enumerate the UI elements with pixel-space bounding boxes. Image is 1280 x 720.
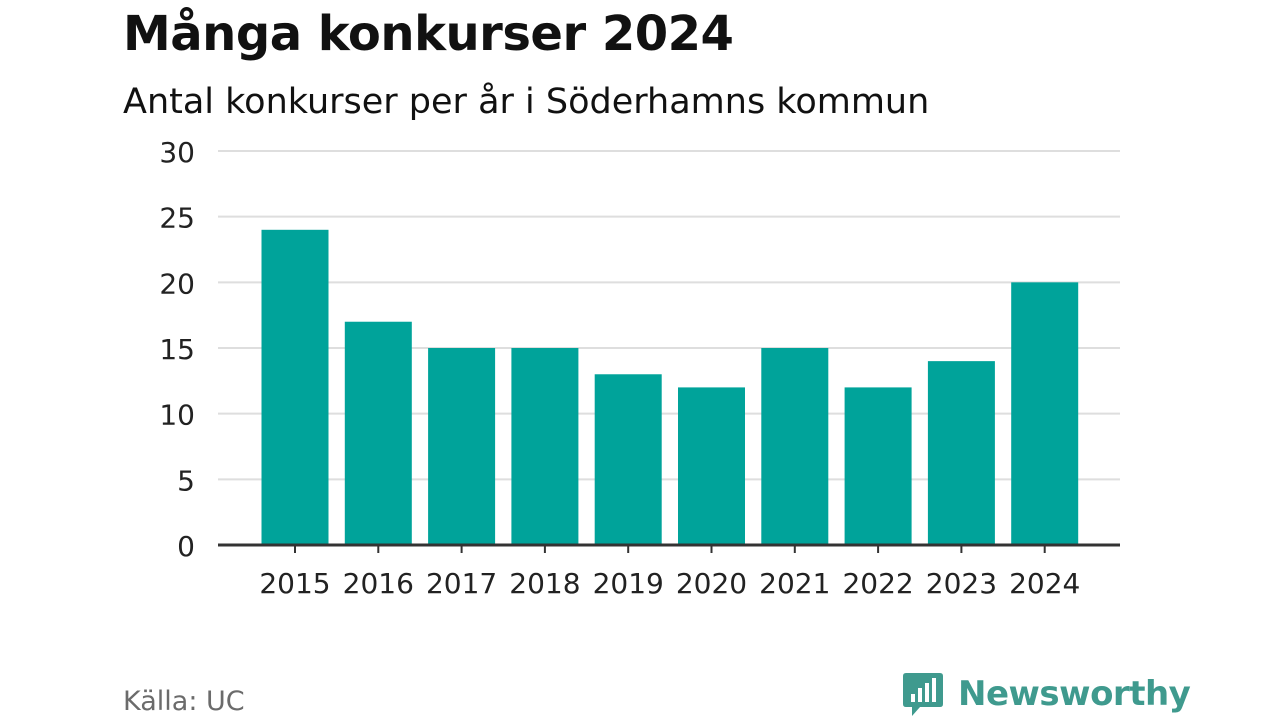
bar [761,348,829,545]
x-tick-label: 2019 [593,567,664,600]
x-tick-label: 2018 [509,567,580,600]
x-tick-label: 2016 [343,567,414,600]
brand-name: Newsworthy [958,674,1191,714]
source-note: Källa: UC [123,686,245,717]
bar [594,374,662,545]
y-tick-label: 0 [177,530,195,563]
y-tick-label: 20 [159,267,195,300]
x-tick-label: 2020 [676,567,747,600]
y-tick-label: 5 [177,464,195,497]
bar [927,361,995,545]
bar [678,387,745,545]
bar [428,348,496,545]
bar [844,387,912,545]
y-tick-label: 25 [159,202,195,235]
y-tick-label: 10 [159,399,195,432]
brand-logo: Newsworthy [902,670,1191,718]
x-tick-label: 2022 [842,567,913,600]
bar [1011,282,1079,545]
bar [511,348,579,545]
chart-title: Många konkurser 2024 [123,6,734,62]
x-tick-label: 2023 [926,567,997,600]
chart-subtitle: Antal konkurser per år i Söderhamns komm… [123,82,930,122]
x-tick-label: 2017 [426,567,497,600]
x-tick-label: 2021 [759,567,830,600]
bar [261,229,329,546]
x-tick-label: 2024 [1009,567,1080,600]
y-tick-label: 15 [159,333,195,366]
bar [344,321,412,545]
y-tick-label: 30 [159,136,195,169]
bar-chart-speech-bubble-icon [903,673,943,716]
x-tick-label: 2015 [259,567,330,600]
